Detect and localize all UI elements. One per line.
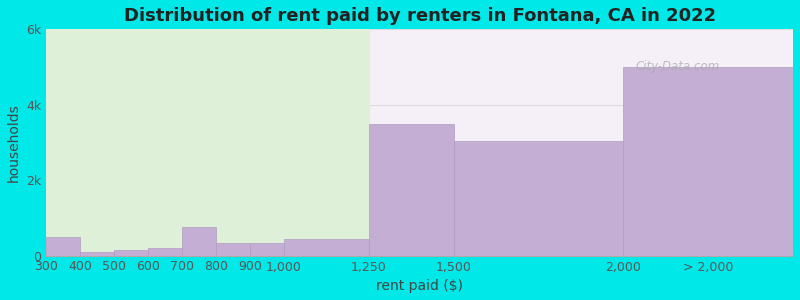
Title: Distribution of rent paid by renters in Fontana, CA in 2022: Distribution of rent paid by renters in … xyxy=(124,7,716,25)
Bar xyxy=(623,67,793,256)
Bar xyxy=(81,252,114,256)
Bar xyxy=(369,124,454,256)
Bar xyxy=(250,243,284,256)
Bar xyxy=(46,237,81,256)
Bar xyxy=(148,248,182,256)
Bar xyxy=(216,243,250,256)
Bar xyxy=(454,141,623,256)
Bar xyxy=(46,29,369,256)
Bar xyxy=(182,227,216,256)
Bar xyxy=(114,250,148,256)
Y-axis label: households: households xyxy=(7,103,21,182)
Text: City-Data.com: City-Data.com xyxy=(635,60,719,73)
X-axis label: rent paid ($): rent paid ($) xyxy=(376,279,463,293)
Bar xyxy=(793,88,800,256)
Bar xyxy=(284,239,369,256)
